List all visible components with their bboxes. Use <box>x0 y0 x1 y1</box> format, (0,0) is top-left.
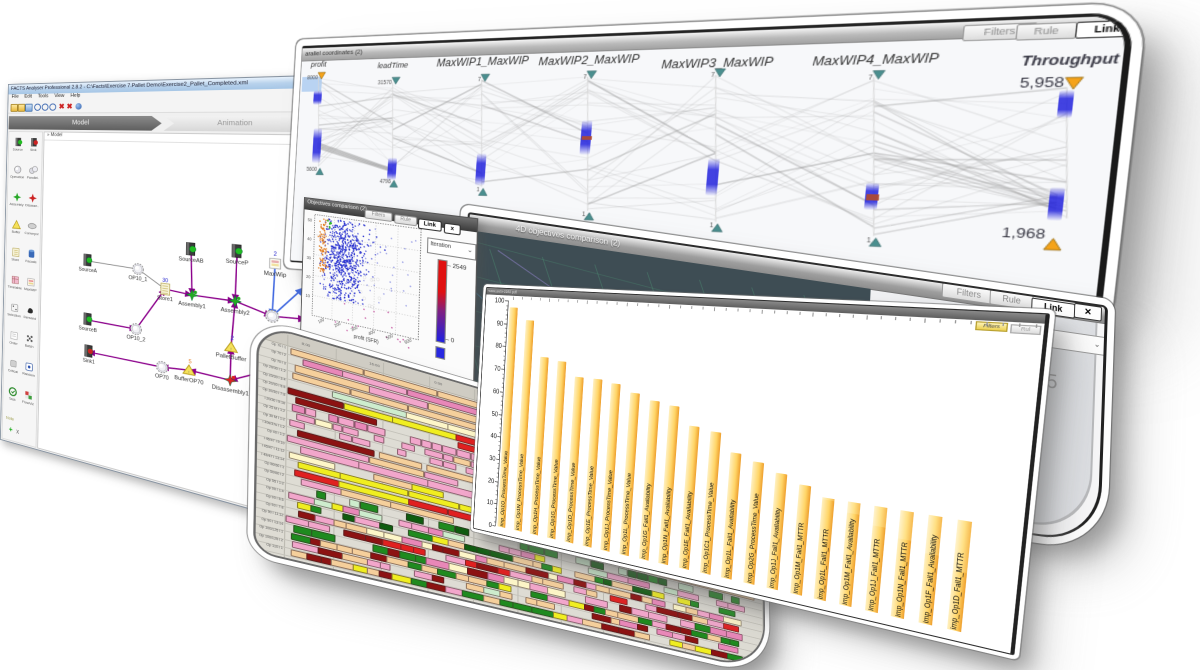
svg-text:Assembly2: Assembly2 <box>221 306 251 317</box>
svg-text:1,968: 1,968 <box>1001 226 1047 244</box>
svg-text:31570: 31570 <box>378 80 393 87</box>
svg-text:200: 200 <box>333 321 341 329</box>
svg-text:1: 1 <box>709 222 714 230</box>
svg-text:!: ! <box>230 346 231 351</box>
svg-text:30: 30 <box>162 277 169 284</box>
svg-text:SourceA: SourceA <box>79 266 97 274</box>
svg-text:profit: profit <box>310 60 328 68</box>
svg-text:PalletBuffer: PalletBuffer <box>216 351 247 363</box>
svg-text:MaxWIP2_MaxWIP: MaxWIP2_MaxWIP <box>538 52 641 68</box>
svg-text:OP10_2: OP10_2 <box>126 334 146 343</box>
svg-text:7: 7 <box>711 72 716 80</box>
svg-text:10: 10 <box>306 293 311 299</box>
svg-text:SourceB: SourceB <box>79 324 98 333</box>
svg-text:Assembly1: Assembly1 <box>178 300 206 310</box>
svg-text:500: 500 <box>385 333 394 341</box>
svg-text:SourceAB: SourceAB <box>178 255 203 264</box>
svg-text:7: 7 <box>868 73 874 82</box>
svg-text:100: 100 <box>317 317 325 324</box>
svg-text:600: 600 <box>403 337 412 345</box>
svg-text:x: x <box>16 429 19 436</box>
svg-text:SourceP: SourceP <box>226 258 249 267</box>
svg-text:profit (SFR): profit (SFR) <box>354 333 380 346</box>
svg-text:40: 40 <box>307 236 312 241</box>
svg-text:50: 50 <box>308 217 313 222</box>
svg-text:OP70: OP70 <box>155 372 170 381</box>
svg-text:MaxWIP3_MaxWIP: MaxWIP3_MaxWIP <box>661 54 775 71</box>
svg-text:400: 400 <box>367 329 376 337</box>
svg-text:MaxWIP1_MaxWIP: MaxWIP1_MaxWIP <box>436 54 530 69</box>
svg-text:300: 300 <box>350 325 359 333</box>
svg-text:7: 7 <box>583 74 587 82</box>
svg-text:30: 30 <box>307 255 312 261</box>
svg-text:Store1: Store1 <box>157 294 174 302</box>
svg-text:8000: 8000 <box>307 75 318 82</box>
svg-text:BufferOP70: BufferOP70 <box>174 374 204 386</box>
svg-text:OP10_1: OP10_1 <box>128 274 148 282</box>
svg-text:20: 20 <box>306 274 311 280</box>
svg-text:1: 1 <box>866 236 872 245</box>
svg-text:MaxWIP4_MaxWIP: MaxWIP4_MaxWIP <box>812 51 941 69</box>
svg-text:MaxWip: MaxWip <box>264 270 288 279</box>
svg-text:leadTime: leadTime <box>377 61 408 70</box>
svg-text:Sink1: Sink1 <box>83 357 96 365</box>
svg-text:Disassembly1: Disassembly1 <box>212 383 250 397</box>
svg-text:5: 5 <box>189 358 193 365</box>
svg-text:2: 2 <box>274 251 278 258</box>
svg-text:+: + <box>9 426 13 435</box>
svg-text:2: 2 <box>231 335 235 342</box>
svg-text:5,958: 5,958 <box>1019 75 1066 92</box>
svg-text:!: ! <box>188 369 189 374</box>
svg-text:7: 7 <box>477 77 481 84</box>
svg-text:1: 1 <box>582 211 586 219</box>
svg-text:1: 1 <box>476 187 480 194</box>
svg-text:4796: 4796 <box>379 179 391 186</box>
svg-text:Throughput: Throughput <box>1020 51 1121 70</box>
svg-text:5600: 5600 <box>306 167 317 174</box>
